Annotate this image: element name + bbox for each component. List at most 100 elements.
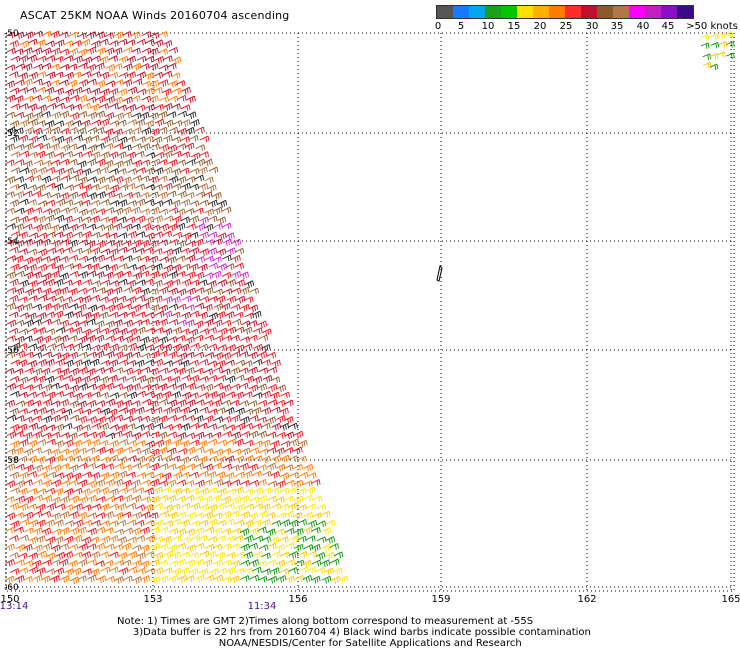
wind-barb [240,480,250,487]
note-line: NOAA/NESDIS/Center for Satellite Applica… [117,638,522,649]
wind-barb [315,552,326,560]
wind-barb [203,287,214,295]
wind-barb [131,112,142,120]
lat-label: -58 [4,456,19,466]
wind-barb [162,438,172,447]
wind-barb [284,510,295,519]
wind-barb [166,495,177,503]
wind-barb [24,367,35,375]
wind-barb [149,559,160,567]
wind-barb [176,176,187,184]
wind-barb [144,454,155,463]
wind-barb [220,368,231,376]
wind-barb [271,455,282,463]
wind-barb [270,471,280,479]
wind-barb [303,463,314,472]
wind-barb [90,103,100,112]
wind-barb [709,53,719,60]
wind-barb [198,440,208,448]
wind-barb [18,376,29,385]
wind-barb [78,496,89,504]
wind-barb [271,551,281,558]
wind-barb [60,480,71,487]
wind-barb [266,447,277,454]
wind-barb [78,479,88,488]
wind-barb [99,56,109,64]
wind-barb [37,134,48,142]
wind-barb [40,367,51,376]
legend-swatch [533,6,549,18]
wind-barb [95,383,106,392]
wind-barb [234,567,245,575]
wind-barb [42,303,52,311]
wind-barb [242,360,253,367]
wind-barb [162,198,173,206]
wind-barb [125,182,136,190]
wind-barb [94,271,105,279]
wind-barb [231,496,242,504]
wind-barb [125,423,136,430]
wind-barb [168,126,179,134]
wind-barb [40,142,51,150]
wind-barb [145,534,156,543]
wind-barb [77,511,88,520]
wind-barb [100,535,111,544]
wind-barb [90,551,101,559]
wind-barb [104,511,115,519]
wind-barb [36,535,46,543]
wind-barb [307,519,318,528]
wind-barb [73,231,83,239]
wind-barb [724,31,734,39]
wind-barb [167,383,177,390]
wind-barb [122,240,132,247]
wind-barb [86,46,97,55]
legend-swatch [453,6,469,18]
wind-barb [158,286,169,295]
wind-barb [109,311,119,319]
wind-barb [5,543,15,552]
wind-barb [104,527,114,534]
wind-barb [10,440,20,449]
wind-barb [77,287,88,295]
wind-barb [149,240,159,249]
wind-barb [284,495,294,503]
wind-barb [258,334,269,342]
wind-barb [9,535,19,542]
wind-barb [230,383,241,391]
wind-barb [126,246,137,254]
wind-barb [136,88,147,96]
wind-barb [226,438,237,446]
wind-barb [221,206,232,214]
wind-barb [305,486,316,495]
wind-barb [100,359,110,367]
wind-barb [91,519,101,527]
wind-barb [127,168,138,175]
wind-barb [126,311,136,318]
wind-barb [45,166,56,174]
wind-barb [307,550,318,558]
wind-barb [113,351,124,359]
wind-barb [116,151,127,159]
wind-barb [118,487,129,494]
wind-barb [161,486,172,494]
wind-barb [177,110,188,118]
wind-barb [50,270,60,279]
wind-barb [19,150,30,158]
wind-barb [50,63,60,71]
wind-barb [154,56,165,64]
wind-barb [23,560,34,567]
wind-barb [122,144,132,152]
wind-barb [180,551,190,559]
wind-barb [271,486,282,495]
wind-barb [260,439,271,448]
wind-barb [153,279,163,288]
wind-barb [320,510,331,518]
wind-barb [243,408,254,416]
wind-barb [198,455,208,464]
wind-barb [298,566,309,574]
wind-barb [162,40,173,48]
wind-barb [36,567,46,575]
wind-barb [19,518,30,526]
wind-barb [24,126,35,135]
wind-barb [123,158,133,167]
